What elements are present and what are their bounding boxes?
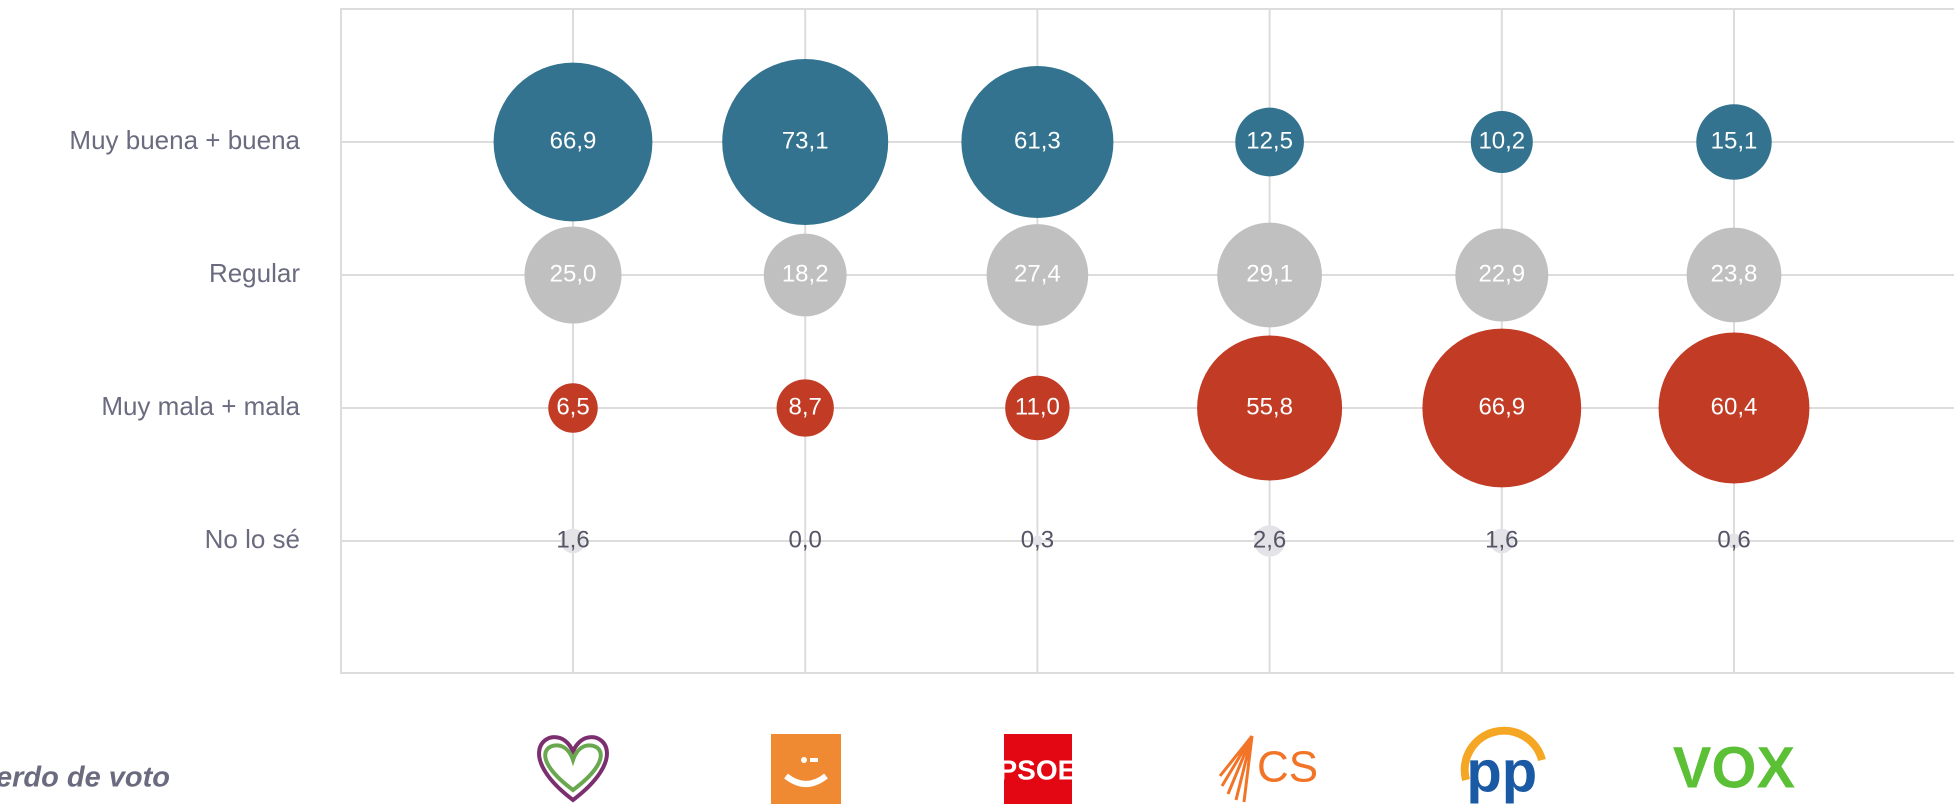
bubble xyxy=(776,379,834,437)
data-label: 12,5 xyxy=(1246,127,1293,154)
row-label: No lo sé xyxy=(205,524,300,554)
data-label: 8,7 xyxy=(789,393,822,420)
x-tick-label: pp xyxy=(1466,739,1537,804)
logo-cs-rays xyxy=(1218,735,1254,803)
row-label: Muy mala + mala xyxy=(101,391,300,421)
data-label: 25,0 xyxy=(550,260,597,287)
data-label: 2,6 xyxy=(1253,526,1286,553)
data-label: 27,4 xyxy=(1014,260,1061,287)
data-label: 10,2 xyxy=(1478,127,1525,154)
data-label: 29,1 xyxy=(1246,260,1293,287)
bubble xyxy=(722,59,889,225)
data-label: 1,6 xyxy=(1485,526,1518,553)
bubble xyxy=(1197,335,1343,481)
data-label: 60,4 xyxy=(1711,393,1758,420)
bubble xyxy=(1217,222,1322,328)
bubble xyxy=(493,62,653,222)
data-label: 11,0 xyxy=(1015,393,1060,420)
bubble xyxy=(1726,533,1742,549)
bubble xyxy=(986,224,1089,326)
bubble xyxy=(1032,535,1043,547)
data-label: 1,6 xyxy=(556,526,589,553)
logo-orange xyxy=(771,734,841,804)
bubble xyxy=(1455,228,1549,322)
data-label: 22,9 xyxy=(1478,260,1525,287)
data-label: 15,1 xyxy=(1711,127,1758,154)
plot-frame xyxy=(340,8,1954,674)
bubble xyxy=(1658,332,1810,484)
row-label: Muy buena + buena xyxy=(69,125,300,155)
bubble xyxy=(1696,104,1772,180)
data-label: 23,8 xyxy=(1711,260,1758,287)
bubble xyxy=(1235,107,1304,177)
data-label: 0,0 xyxy=(789,526,822,553)
x-axis-label: erdo de voto xyxy=(0,762,170,794)
bubble xyxy=(524,226,622,324)
data-label: 73,1 xyxy=(782,127,829,154)
bubble xyxy=(1005,375,1070,441)
bubble xyxy=(1422,328,1582,488)
data-label: 0,6 xyxy=(1717,526,1750,553)
x-tick-label: VOX xyxy=(1673,735,1796,800)
bubble xyxy=(560,528,586,554)
data-label: 55,8 xyxy=(1246,393,1293,420)
bubble xyxy=(961,65,1114,219)
data-label: 18,2 xyxy=(782,260,829,287)
x-tick-label: CS xyxy=(1257,743,1318,792)
bubble xyxy=(1489,528,1515,554)
bubble xyxy=(1253,525,1286,557)
data-label: 66,9 xyxy=(550,127,597,154)
x-tick-label: PSOE xyxy=(998,754,1076,785)
data-label: 61,3 xyxy=(1014,127,1061,154)
bubble xyxy=(1686,227,1782,323)
bubble xyxy=(763,233,847,317)
logo-psoe-box xyxy=(1004,734,1072,804)
logo-heart xyxy=(537,735,609,803)
row-label: Regular xyxy=(209,258,300,288)
bubble xyxy=(1470,110,1533,174)
logo-pp-arc xyxy=(1460,726,1546,782)
bubble xyxy=(548,383,598,433)
data-label: 66,9 xyxy=(1478,393,1525,420)
data-label: 0,3 xyxy=(1021,526,1054,553)
data-label: 6,5 xyxy=(556,393,589,420)
